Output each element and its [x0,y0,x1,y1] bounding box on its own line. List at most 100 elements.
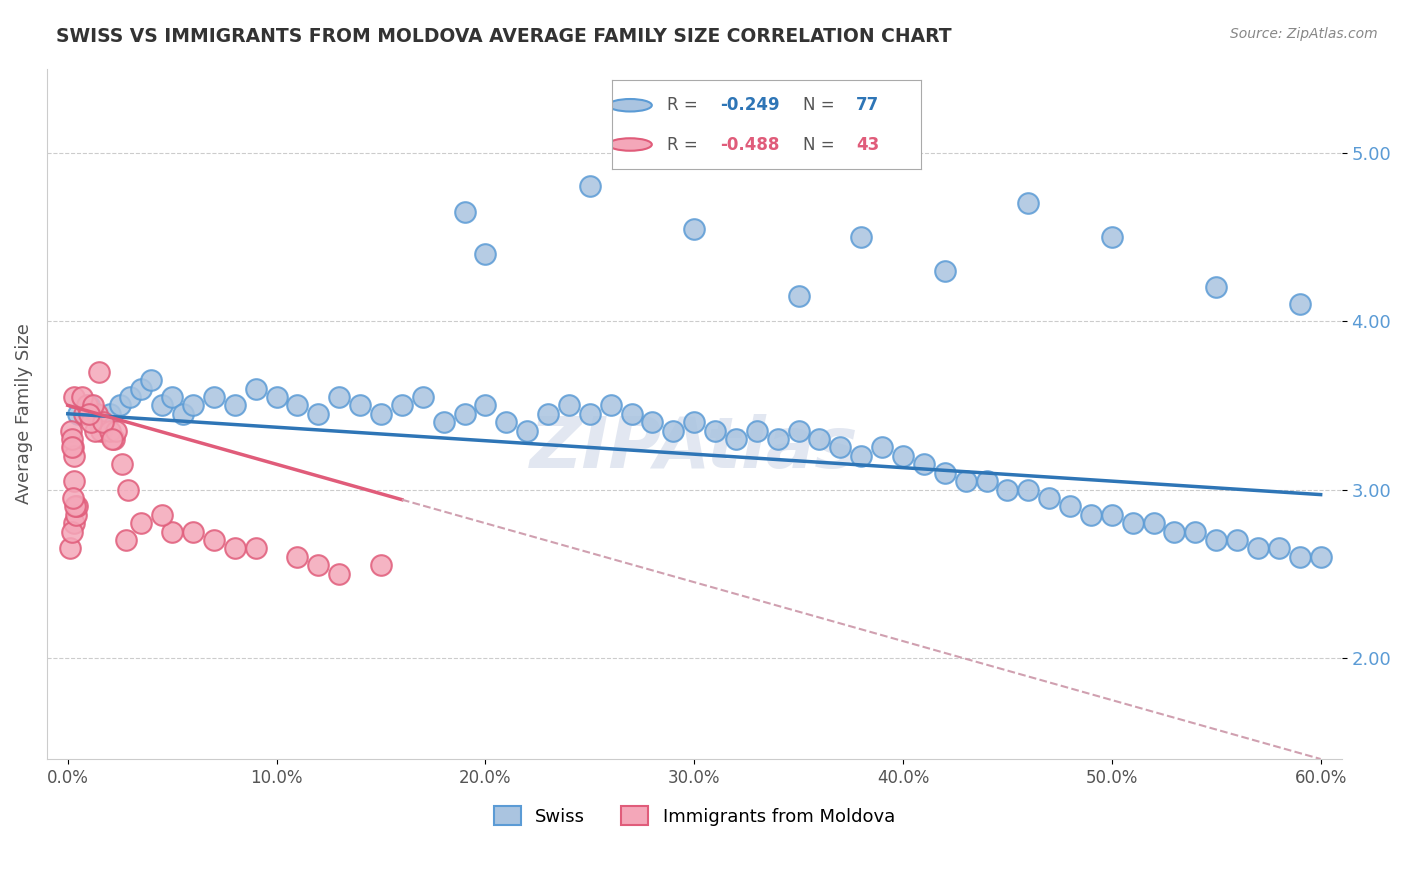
Swiss [412,390,434,404]
Immigrants from Moldova [76,398,98,412]
Immigrants from Moldova [66,500,89,514]
Circle shape [609,99,652,112]
Text: N =: N = [803,96,841,114]
Swiss [1205,533,1227,547]
Immigrants from Moldova [307,558,329,573]
Swiss [662,424,685,438]
Immigrants from Moldova [328,566,350,581]
Swiss [1017,196,1039,211]
Swiss [1268,541,1291,556]
Swiss [328,390,350,404]
Swiss [172,407,194,421]
Swiss [683,221,706,235]
Immigrants from Moldova [245,541,267,556]
Swiss [108,398,131,412]
Swiss [77,398,100,412]
Swiss [808,432,831,446]
Swiss [997,483,1019,497]
Swiss [537,407,560,421]
Swiss [1226,533,1249,547]
Swiss [160,390,183,404]
Swiss [745,424,768,438]
Immigrants from Moldova [111,458,134,472]
Swiss [67,407,90,421]
Swiss [474,246,496,260]
Swiss [87,415,110,429]
Immigrants from Moldova [59,424,82,438]
Swiss [495,415,517,429]
Swiss [287,398,309,412]
Swiss [516,424,538,438]
Swiss [724,432,747,446]
Swiss [453,204,475,219]
Immigrants from Moldova [224,541,246,556]
Swiss [307,407,329,421]
Immigrants from Moldova [59,541,82,556]
Swiss [1184,524,1206,539]
Text: -0.249: -0.249 [720,96,779,114]
Immigrants from Moldova [160,524,183,539]
Immigrants from Moldova [104,424,127,438]
Immigrants from Moldova [103,432,125,446]
Swiss [370,407,392,421]
Immigrants from Moldova [62,491,84,505]
Immigrants from Moldova [86,407,108,421]
Swiss [1288,549,1310,564]
Immigrants from Moldova [202,533,225,547]
Immigrants from Moldova [60,432,83,446]
Swiss [766,432,789,446]
Swiss [1163,524,1185,539]
Swiss [955,474,977,488]
Swiss [934,466,956,480]
Swiss [202,390,225,404]
Immigrants from Moldova [100,432,122,446]
Immigrants from Moldova [90,424,112,438]
Immigrants from Moldova [72,390,94,404]
Swiss [851,449,873,463]
Swiss [1080,508,1102,522]
Y-axis label: Average Family Size: Average Family Size [15,323,32,504]
Immigrants from Moldova [73,407,96,421]
Swiss [474,398,496,412]
Immigrants from Moldova [63,516,86,531]
Immigrants from Moldova [117,483,139,497]
Swiss [120,390,142,404]
Circle shape [609,138,652,151]
Immigrants from Moldova [181,524,204,539]
Immigrants from Moldova [62,441,84,455]
Swiss [129,382,152,396]
Immigrants from Moldova [87,365,110,379]
Immigrants from Moldova [150,508,173,522]
Swiss [787,424,810,438]
Swiss [453,407,475,421]
Immigrants from Moldova [370,558,392,573]
Swiss [1247,541,1270,556]
Swiss [1038,491,1060,505]
Immigrants from Moldova [98,424,121,438]
Swiss [851,230,873,244]
Immigrants from Moldova [82,398,104,412]
Text: SWISS VS IMMIGRANTS FROM MOLDOVA AVERAGE FAMILY SIZE CORRELATION CHART: SWISS VS IMMIGRANTS FROM MOLDOVA AVERAGE… [56,27,952,45]
Text: 43: 43 [856,136,879,153]
Text: Source: ZipAtlas.com: Source: ZipAtlas.com [1230,27,1378,41]
Swiss [1017,483,1039,497]
Text: N =: N = [803,136,841,153]
Swiss [683,415,706,429]
Swiss [141,373,163,387]
Swiss [98,407,121,421]
Swiss [266,390,288,404]
Swiss [891,449,914,463]
Text: -0.488: -0.488 [720,136,779,153]
Swiss [976,474,998,488]
Immigrants from Moldova [63,390,86,404]
Swiss [1059,500,1081,514]
Swiss [1142,516,1164,531]
Immigrants from Moldova [77,407,100,421]
Swiss [150,398,173,412]
Immigrants from Moldova [129,516,152,531]
Swiss [433,415,456,429]
Swiss [830,441,852,455]
Swiss [1205,280,1227,294]
Swiss [1122,516,1144,531]
Text: R =: R = [668,96,703,114]
